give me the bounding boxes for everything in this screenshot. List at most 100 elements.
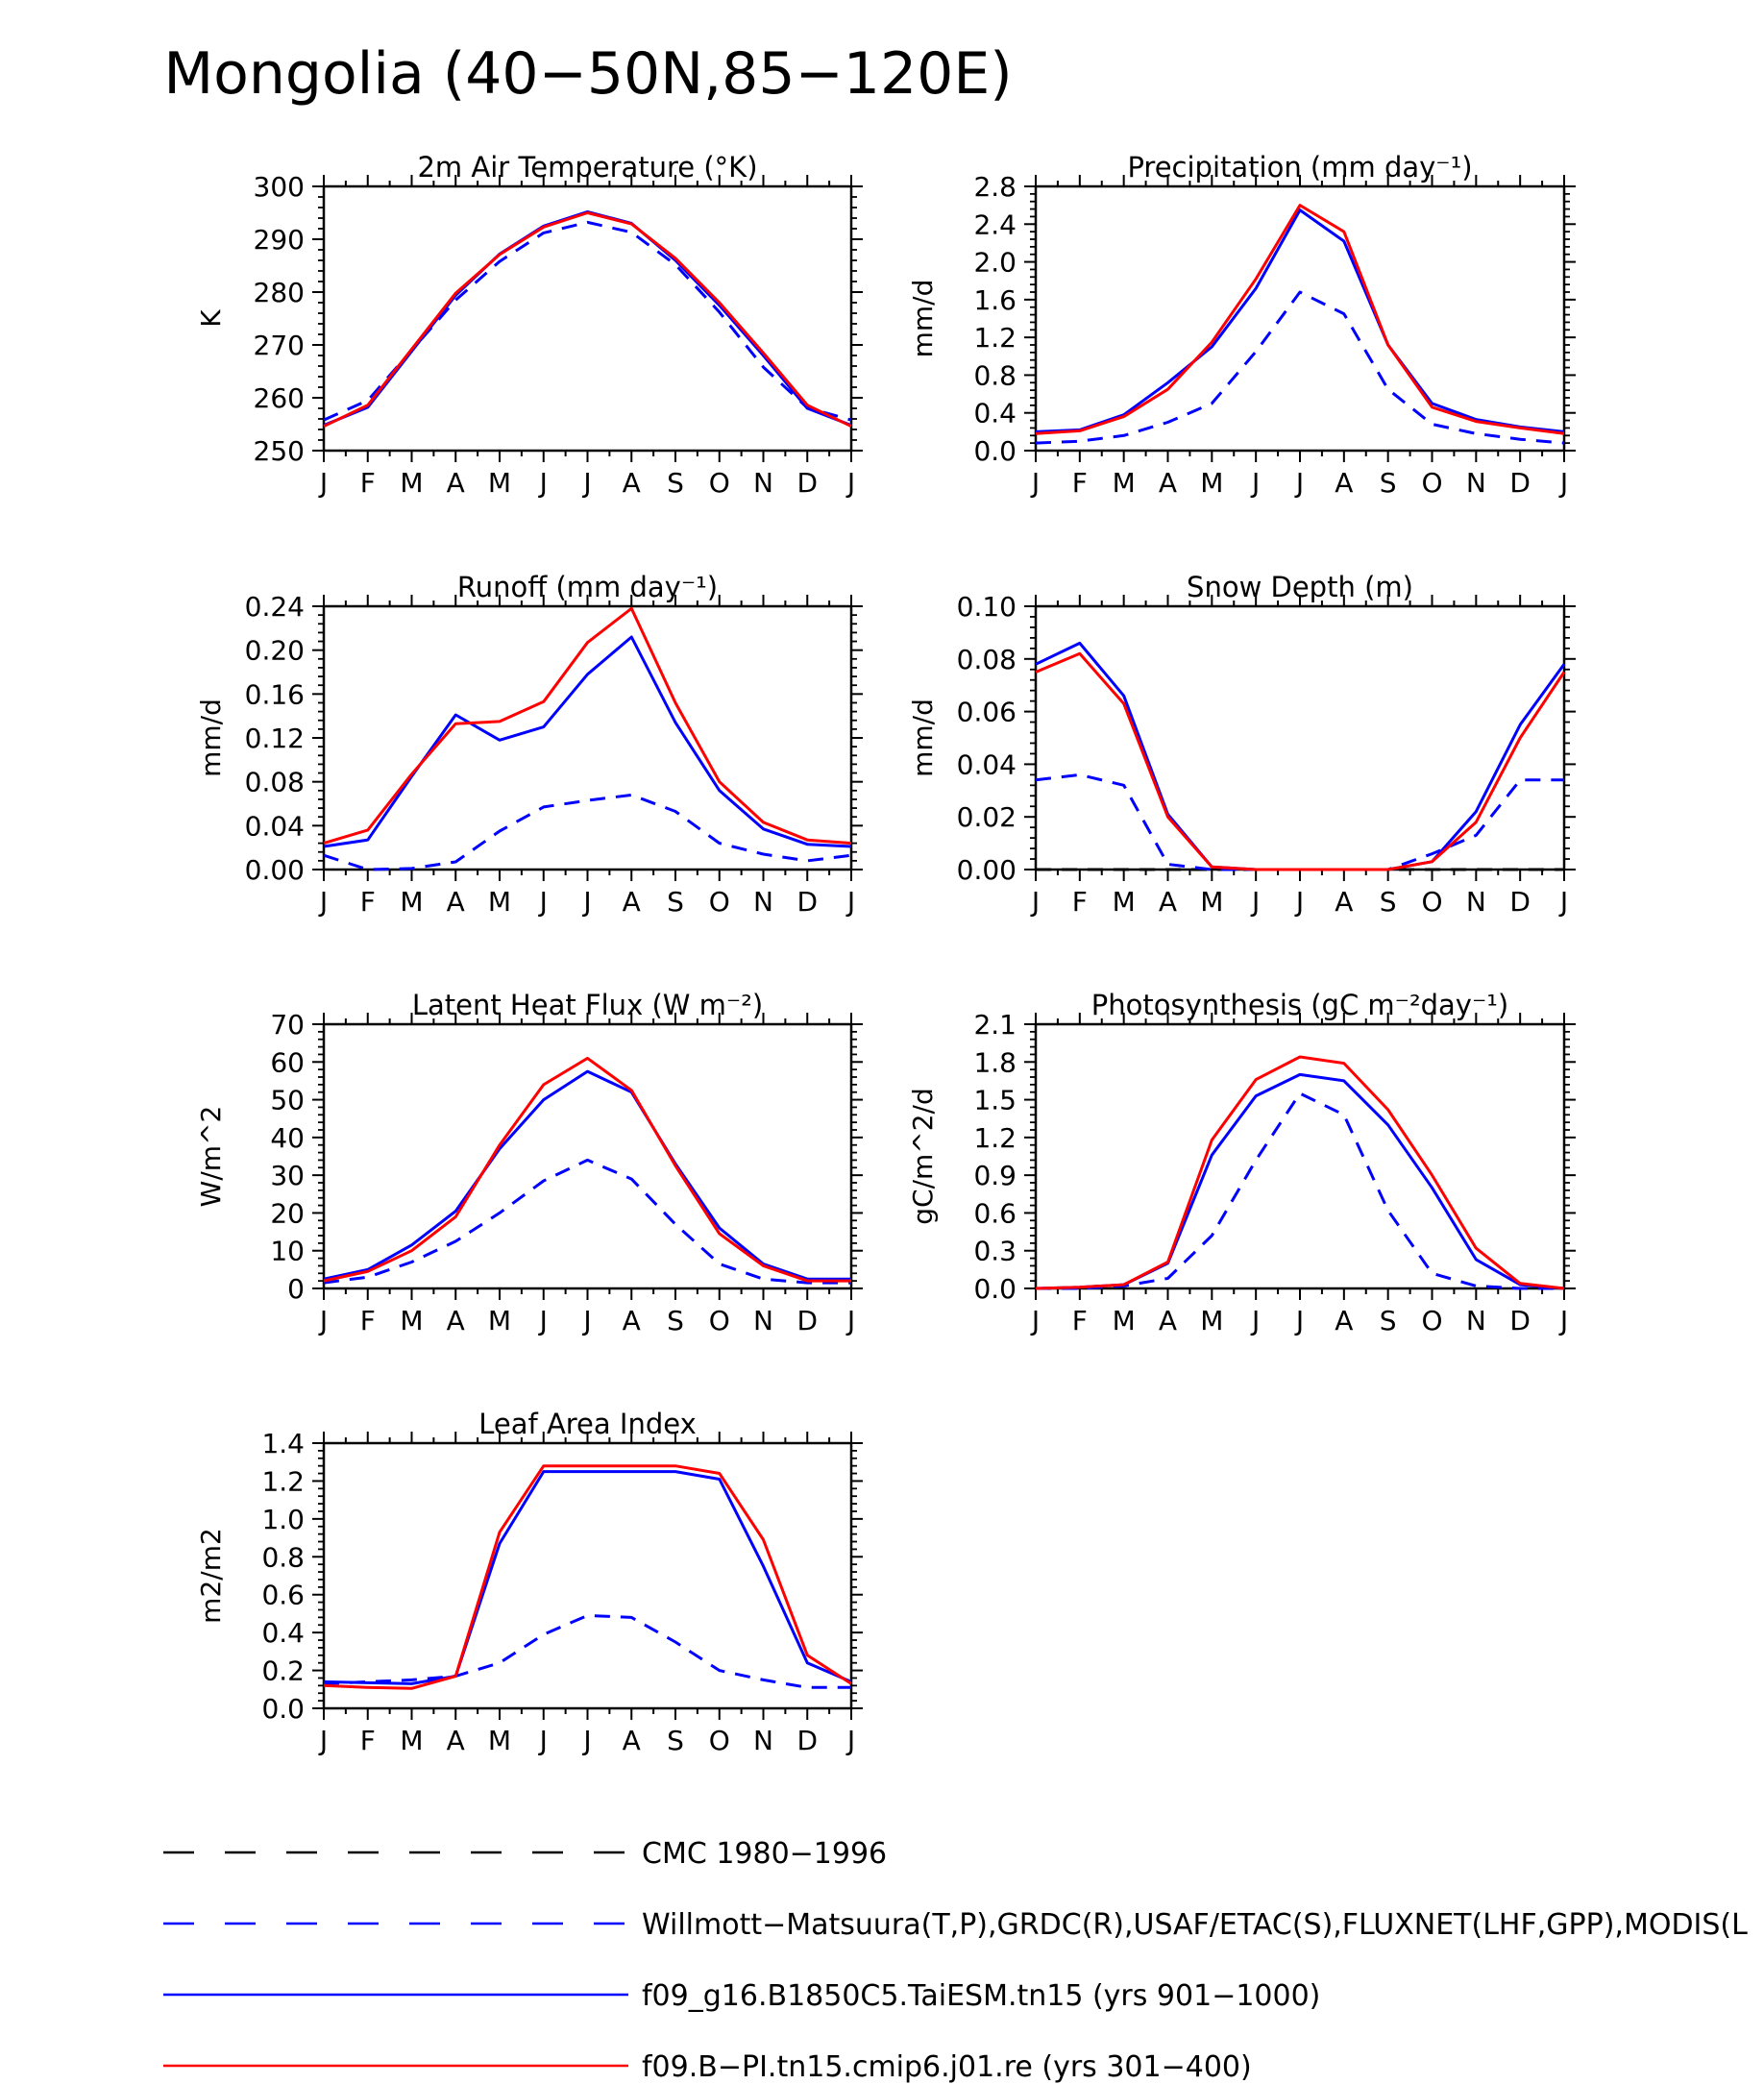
legend-label-taiesm: f09_g16.B1850C5.TaiESM.tn15 (yrs 901−100… [642, 1979, 1320, 2013]
x-tick-label: A [1335, 467, 1353, 499]
y-tick-label: 1.5 [973, 1085, 1017, 1116]
series-line-taiesm [323, 1470, 852, 1685]
x-tick-label: M [400, 1305, 423, 1336]
y-tick-label: 2.8 [973, 171, 1017, 203]
y-tick-label: 1.4 [261, 1428, 305, 1459]
x-tick-label: J [1294, 886, 1304, 918]
y-tick-label: 2.1 [973, 1009, 1017, 1041]
y-tick-label: 1.0 [261, 1504, 305, 1535]
x-tick-label: O [709, 1305, 730, 1336]
y-tick-label: 2.4 [973, 208, 1017, 240]
x-tick-label: A [447, 1305, 465, 1336]
plot-frame [1034, 1022, 1566, 1290]
series-line-cmip6 [323, 606, 852, 846]
x-tick-label: S [667, 886, 684, 918]
x-tick-label: M [488, 467, 511, 499]
x-tick-label: N [1466, 886, 1486, 918]
series-line-taiesm [1035, 641, 1566, 871]
series-line-cmip6 [323, 1056, 851, 1283]
series-line-cmip6 [1035, 204, 1565, 435]
panel-3: Runoff (mm day⁻¹)mm/dJ F M A M J J A S O N D J0.000.… [195, 571, 863, 918]
y-tick-label: 0.9 [973, 1160, 1017, 1191]
y-tick-label: 0.24 [245, 591, 305, 623]
plot-frame [1034, 604, 1566, 871]
x-tick-label: O [709, 467, 730, 499]
x-tick-label: J [1250, 467, 1260, 499]
x-tick-label: F [360, 1725, 376, 1756]
x-tick-label: O [1421, 886, 1442, 918]
series-line-obs [323, 1158, 851, 1285]
x-tick-label: J [318, 886, 328, 918]
y-tick-label: 0.0 [973, 1273, 1017, 1305]
x-tick-label: O [1421, 467, 1442, 499]
plot-frame [322, 604, 853, 871]
x-tick-label: N [1466, 1305, 1486, 1336]
series-line-obs [1036, 1091, 1564, 1290]
x-tick-label: A [1159, 467, 1177, 499]
x-tick-label: M [1113, 886, 1136, 918]
x-tick-label: O [709, 1725, 730, 1756]
x-tick-label: J [538, 1305, 548, 1336]
x-tick-label: J [1250, 886, 1260, 918]
x-tick-label: D [1509, 1305, 1531, 1336]
x-tick-label: F [360, 467, 376, 499]
y-tick-label: 0.02 [957, 801, 1017, 833]
panel-6: Photosynthesis (gC m⁻²day⁻¹)gC/m^2/dJ F M A… [907, 989, 1576, 1336]
y-axis-label: mm/d [907, 699, 939, 777]
y-tick-label: 0.08 [957, 644, 1017, 675]
x-tick-label: A [1159, 1305, 1177, 1336]
x-tick-label: J [1294, 1305, 1304, 1336]
y-tick-label: 70 [270, 1009, 305, 1041]
x-tick-label: J [1558, 1305, 1568, 1336]
y-tick-label: 2.0 [973, 247, 1017, 279]
x-tick-label: J [1030, 886, 1040, 918]
series-line-taiesm [323, 209, 852, 427]
y-tick-label: 0.10 [957, 591, 1017, 623]
x-tick-label: A [447, 467, 465, 499]
x-tick-label: N [753, 1725, 773, 1756]
y-tick-label: 0.3 [973, 1236, 1017, 1267]
x-tick-label: J [318, 467, 328, 499]
x-tick-label: D [1509, 886, 1531, 918]
x-tick-label: S [1380, 467, 1397, 499]
series-line-obs [1035, 290, 1565, 445]
y-tick-label: 0.4 [261, 1617, 305, 1649]
x-tick-label: F [1072, 1305, 1088, 1336]
x-tick-label: J [845, 1305, 855, 1336]
y-tick-label: 0.0 [973, 435, 1017, 467]
x-tick-label: A [447, 886, 465, 918]
x-tick-label: N [753, 467, 773, 499]
x-tick-label: J [1558, 467, 1568, 499]
panel-4: Snow Depth (m)mm/dJ F M A M J J A S O N D J0.000.020… [907, 571, 1576, 918]
x-tick-label: M [1200, 886, 1223, 918]
x-tick-label: N [753, 886, 773, 918]
plot-frame [1034, 184, 1566, 453]
x-tick-label: D [796, 886, 818, 918]
series-line-obs [1035, 772, 1564, 871]
series-line-obs [323, 1613, 851, 1689]
legend-label-cmip6: f09.B−PI.tn15.cmip6.j01.re (yrs 301−400) [642, 2050, 1252, 2084]
y-tick-label: 290 [254, 224, 305, 256]
x-tick-label: J [581, 1305, 591, 1336]
x-tick-label: S [667, 1305, 684, 1336]
x-tick-label: M [1200, 467, 1223, 499]
x-tick-label: S [1380, 1305, 1397, 1336]
y-tick-label: 0.16 [245, 678, 305, 710]
y-tick-label: 0.08 [245, 767, 305, 798]
y-tick-label: 1.8 [973, 1046, 1017, 1078]
x-tick-label: S [667, 467, 684, 499]
y-tick-label: 270 [254, 330, 305, 361]
series-line-cmip6 [323, 211, 852, 429]
series-line-obs [323, 220, 852, 422]
x-tick-label: J [538, 467, 548, 499]
x-tick-label: S [667, 1725, 684, 1756]
x-tick-label: J [538, 886, 548, 918]
series-line-taiesm [323, 635, 852, 848]
x-tick-label: J [845, 1725, 855, 1756]
legend: CMC 1980−1996 Willmott−Matsuura(T,P),GRDC… [163, 1837, 1748, 2084]
plot-frame [322, 1441, 853, 1710]
y-tick-label: 60 [270, 1046, 305, 1078]
x-tick-label: J [318, 1305, 328, 1336]
x-tick-label: M [400, 886, 423, 918]
